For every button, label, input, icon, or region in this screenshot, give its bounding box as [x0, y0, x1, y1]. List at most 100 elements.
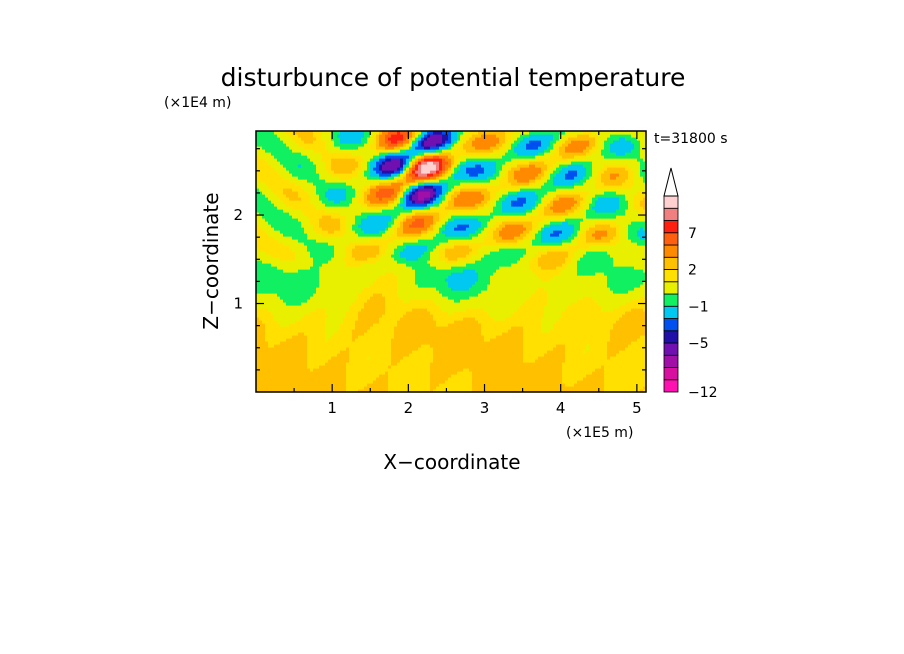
- contour-cell: [373, 341, 377, 345]
- contour-cell: [598, 293, 602, 297]
- contour-cell: [328, 278, 332, 282]
- contour-cell: [355, 293, 359, 297]
- contour-cell: [361, 302, 365, 306]
- contour-cell: [631, 284, 635, 288]
- contour-cell: [457, 284, 461, 288]
- contour-cell: [271, 278, 275, 282]
- contour-cell: [523, 341, 527, 345]
- contour-cell: [466, 335, 470, 339]
- contour-cell: [262, 296, 266, 300]
- contour-cell: [568, 383, 572, 387]
- contour-cell: [457, 347, 461, 351]
- contour-cell: [424, 329, 428, 333]
- contour-cell: [277, 347, 281, 351]
- contour-cell: [277, 305, 281, 309]
- contour-cell: [538, 320, 542, 324]
- contour-cell: [583, 317, 587, 321]
- contour-cell: [385, 362, 389, 366]
- contour-cell: [553, 383, 557, 387]
- contour-cell: [457, 290, 461, 294]
- contour-cell: [541, 335, 545, 339]
- contour-cell: [352, 350, 356, 354]
- contour-cell: [481, 299, 485, 303]
- contour-cell: [340, 344, 344, 348]
- contour-cell: [370, 311, 374, 315]
- contour-cell: [274, 290, 278, 294]
- contour-cell: [475, 326, 479, 330]
- contour-cell: [484, 353, 488, 357]
- contour-cell: [325, 278, 329, 282]
- contour-cell: [367, 338, 371, 342]
- contour-cell: [463, 284, 467, 288]
- contour-cell: [610, 314, 614, 318]
- contour-cell: [304, 338, 308, 342]
- contour-cell: [640, 311, 644, 315]
- contour-cell: [427, 350, 431, 354]
- contour-cell: [400, 362, 404, 366]
- contour-cell: [544, 323, 548, 327]
- contour-cell: [388, 329, 392, 333]
- contour-cell: [595, 344, 599, 348]
- contour-cell: [388, 287, 392, 291]
- contour-cell: [571, 365, 575, 369]
- contour-cell: [277, 341, 281, 345]
- contour-cell: [550, 377, 554, 381]
- contour-cell: [337, 374, 341, 378]
- contour-cell: [436, 317, 440, 321]
- contour-cell: [472, 353, 476, 357]
- contour-cell: [541, 329, 545, 333]
- contour-cell: [487, 383, 491, 387]
- contour-cell: [400, 326, 404, 330]
- contour-cell: [481, 323, 485, 327]
- contour-cell: [319, 347, 323, 351]
- contour-cell: [514, 338, 518, 342]
- contour-cell: [307, 314, 311, 318]
- contour-cell: [625, 344, 629, 348]
- contour-cell: [391, 374, 395, 378]
- contour-cell: [463, 350, 467, 354]
- contour-cell: [463, 290, 467, 294]
- contour-cell: [286, 389, 290, 392]
- contour-cell: [313, 281, 317, 285]
- contour-cell: [406, 308, 410, 312]
- contour-cell: [556, 356, 560, 360]
- contour-cell: [544, 281, 548, 285]
- contour-cell: [376, 371, 380, 375]
- contour-cell: [580, 344, 584, 348]
- contour-cell: [385, 308, 389, 312]
- contour-cell: [364, 386, 368, 390]
- contour-cell: [388, 320, 392, 324]
- contour-cell: [307, 278, 311, 282]
- contour-cell: [502, 284, 506, 288]
- contour-cell: [475, 350, 479, 354]
- contour-cell: [376, 329, 380, 333]
- contour-cell: [520, 389, 524, 392]
- contour-cell: [364, 284, 368, 288]
- contour-cell: [454, 368, 458, 372]
- contour-cell: [493, 311, 497, 315]
- contour-cell: [589, 311, 593, 315]
- contour-cell: [610, 332, 614, 336]
- contour-cell: [328, 308, 332, 312]
- contour-cell: [430, 350, 434, 354]
- contour-cell: [604, 278, 608, 282]
- contour-cell: [595, 296, 599, 300]
- contour-cell: [313, 284, 317, 288]
- contour-cell: [598, 377, 602, 381]
- contour-cell: [418, 338, 422, 342]
- contour-cell: [445, 353, 449, 357]
- contour-cell: [349, 287, 353, 291]
- contour-cell: [445, 356, 449, 360]
- contour-cell: [529, 296, 533, 300]
- contour-cell: [553, 380, 557, 384]
- contour-cell: [397, 326, 401, 330]
- contour-cell: [487, 350, 491, 354]
- contour-cell: [580, 311, 584, 315]
- contour-cell: [271, 386, 275, 390]
- contour-cell: [367, 389, 371, 392]
- contour-cell: [466, 332, 470, 336]
- contour-cell: [607, 389, 611, 392]
- contour-cell: [355, 323, 359, 327]
- contour-cell: [481, 377, 485, 381]
- contour-cell: [283, 299, 287, 303]
